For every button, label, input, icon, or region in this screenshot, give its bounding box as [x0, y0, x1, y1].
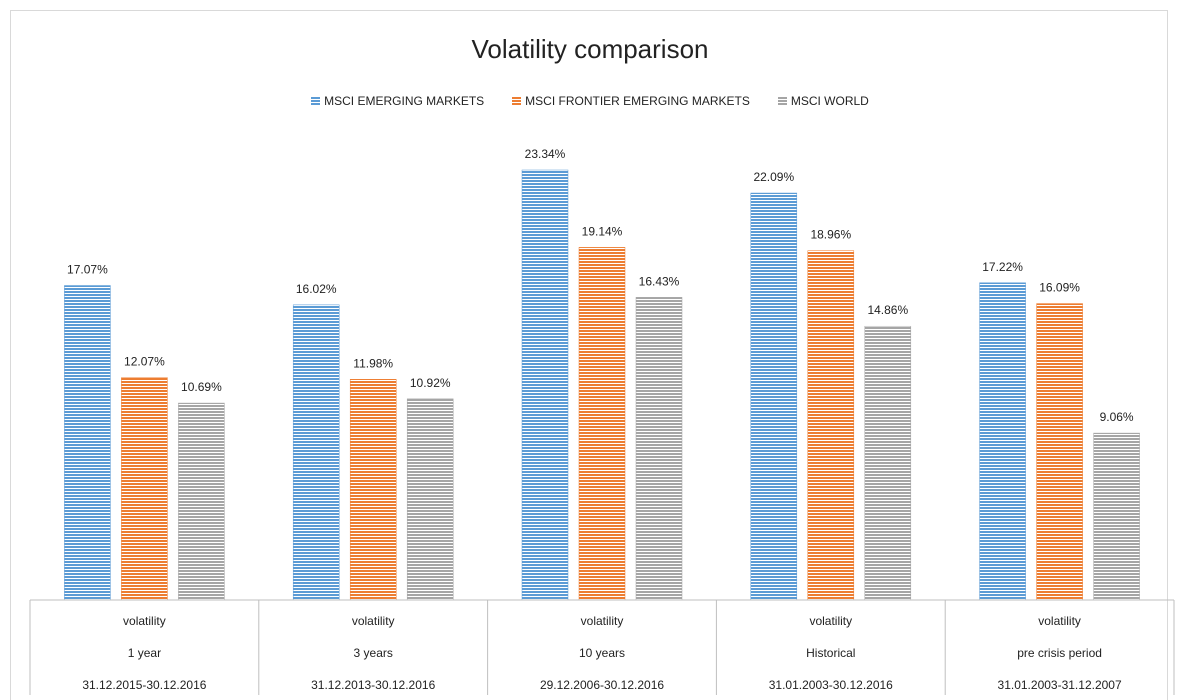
legend-label-world: MSCI WORLD — [790, 94, 869, 108]
category-1-row1: volatility — [352, 614, 395, 628]
category-2-row3: 29.12.2006-30.12.2016 — [540, 678, 664, 692]
bar-2-0 — [521, 169, 569, 601]
chart-title: Volatility comparison — [471, 34, 709, 64]
category-3-row2: Historical — [806, 646, 855, 660]
legend-swatch-frontier — [512, 96, 522, 106]
category-3-row3: 31.01.2003-30.12.2016 — [769, 678, 893, 692]
legend: MSCI EMERGING MARKETS MSCI FRONTIER EMER… — [0, 94, 1180, 108]
data-label-4-2: 9.06% — [1100, 410, 1134, 424]
legend-item-world: MSCI WORLD — [777, 94, 869, 108]
legend-label-frontier: MSCI FRONTIER EMERGING MARKETS — [525, 94, 750, 108]
category-4-row1: volatility — [1038, 614, 1081, 628]
data-label-3-0: 22.09% — [753, 170, 794, 184]
bar-0-0 — [64, 285, 111, 601]
category-1-row2: 3 years — [354, 646, 393, 660]
category-0-row3: 31.12.2015-30.12.2016 — [82, 678, 206, 692]
bar-2-1 — [578, 247, 626, 601]
category-2-row1: volatility — [581, 614, 624, 628]
data-label-3-1: 18.96% — [810, 228, 851, 242]
data-label-3-2: 14.86% — [867, 303, 908, 317]
category-0-row1: volatility — [123, 614, 166, 628]
bar-1-0 — [292, 304, 340, 601]
bar-3-2 — [864, 325, 912, 601]
bar-1-1 — [349, 379, 397, 601]
data-label-1-0: 16.02% — [296, 282, 337, 296]
bar-1-2 — [406, 398, 454, 601]
bar-3-0 — [750, 192, 798, 601]
data-label-4-1: 16.09% — [1039, 281, 1080, 295]
legend-label-emerging: MSCI EMERGING MARKETS — [324, 94, 485, 108]
data-label-2-2: 16.43% — [639, 274, 680, 288]
bar-4-1 — [1036, 303, 1083, 601]
data-label-1-1: 11.98% — [353, 356, 393, 370]
chart-frame — [10, 10, 1168, 700]
data-label-2-1: 19.14% — [582, 224, 623, 238]
category-1-row3: 31.12.2013-30.12.2016 — [311, 678, 435, 692]
data-label-4-0: 17.22% — [982, 260, 1023, 274]
bar-0-1 — [121, 377, 168, 601]
bar-0-2 — [178, 402, 225, 601]
category-4-row2: pre crisis period — [1017, 646, 1102, 660]
category-4-row3: 31.01.2003-31.12.2007 — [998, 678, 1122, 692]
data-label-0-2: 10.69% — [181, 380, 222, 394]
data-label-0-0: 17.07% — [67, 263, 108, 277]
category-3-row1: volatility — [809, 614, 852, 628]
data-label-2-0: 23.34% — [525, 147, 566, 161]
category-0-row2: 1 year — [128, 646, 161, 660]
bar-2-2 — [635, 297, 683, 601]
legend-swatch-world — [777, 96, 787, 106]
legend-item-frontier: MSCI FRONTIER EMERGING MARKETS — [512, 94, 750, 108]
bar-4-0 — [979, 282, 1026, 601]
data-label-0-1: 12.07% — [124, 355, 165, 369]
category-2-row2: 10 years — [579, 646, 625, 660]
data-label-1-2: 10.92% — [410, 376, 451, 390]
bar-3-1 — [807, 250, 855, 601]
legend-item-emerging: MSCI EMERGING MARKETS — [311, 94, 484, 108]
legend-swatch-emerging — [311, 96, 321, 106]
bar-4-2 — [1093, 432, 1140, 601]
